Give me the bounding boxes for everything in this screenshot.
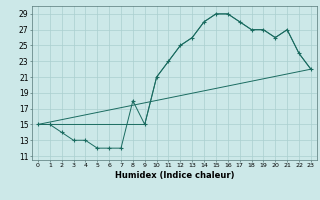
X-axis label: Humidex (Indice chaleur): Humidex (Indice chaleur) xyxy=(115,171,234,180)
